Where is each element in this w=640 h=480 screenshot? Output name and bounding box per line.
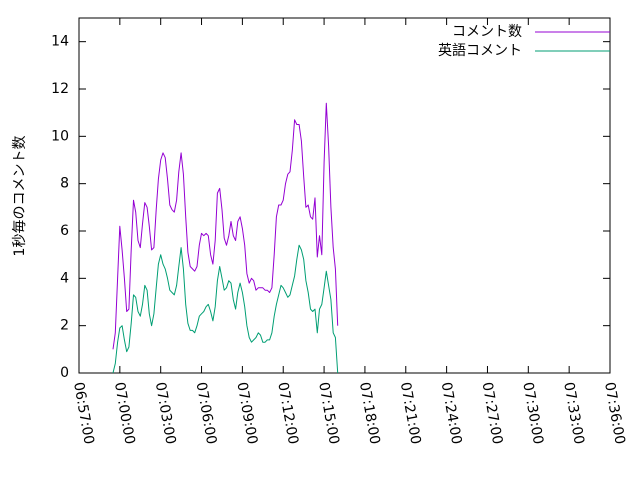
series-line-2 xyxy=(112,244,339,374)
series-layer xyxy=(112,102,339,374)
y-tick-label: 8 xyxy=(60,176,69,192)
series-line-1 xyxy=(112,102,339,350)
y-axis-label: 1秒毎のコメント数 xyxy=(12,136,28,257)
y-tick-label: 0 xyxy=(60,365,69,381)
y-tick-label: 12 xyxy=(51,81,69,97)
plot-area-frame xyxy=(78,17,611,374)
y-axis: 0 2 4 6 8 10 12 14 xyxy=(51,34,610,381)
y-tick-label: 10 xyxy=(51,128,69,144)
y-tick-label: 6 xyxy=(60,223,69,239)
legend-label-1: コメント数 xyxy=(452,24,522,40)
y-tick-label: 4 xyxy=(60,270,69,286)
y-tick-label: 14 xyxy=(51,34,69,50)
legend-label-2: 英語コメント xyxy=(438,42,522,59)
y-tick-label: 2 xyxy=(60,318,69,334)
